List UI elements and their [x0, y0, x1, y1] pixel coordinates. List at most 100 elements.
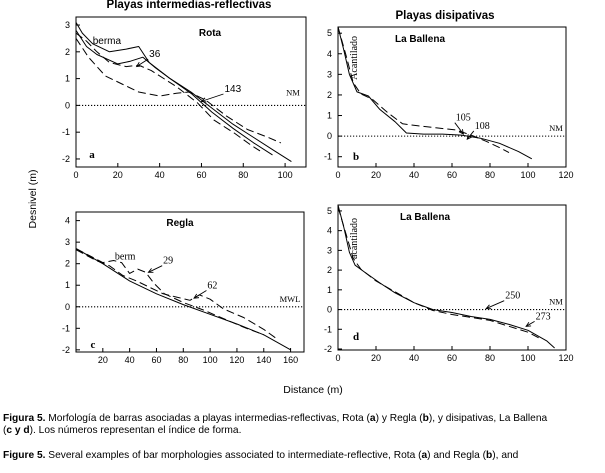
- water-level-label: MWL: [280, 294, 301, 304]
- series-line-profile-1: [337, 26, 533, 160]
- y-axis-label: Desnivel (m): [27, 170, 39, 229]
- x-tick-label: 40: [155, 170, 165, 180]
- annotation-arrowhead: [485, 304, 492, 310]
- y-tick-label: 1: [327, 111, 332, 121]
- chart-panel-a: 0 20 40 60 80 100 -2 -1 0 1 2 3 NM berma 36 143 Rota a: [62, 16, 307, 180]
- figure: Playas intermedias-reflectivas Playas di…: [27, 0, 574, 396]
- annotation-label: berm: [115, 251, 136, 262]
- y-tick-label: 3: [65, 20, 70, 30]
- x-tick-label: 100: [520, 353, 535, 363]
- series-line-profile-2: [337, 206, 540, 339]
- annotation-label: 108: [475, 121, 490, 132]
- y-tick-label: 3: [327, 69, 332, 79]
- caption-en-ref-a: a: [421, 450, 428, 461]
- x-axis-label: Distance (m): [283, 384, 343, 396]
- y-tick-label: -1: [62, 127, 70, 137]
- series-line-profile-1: [75, 248, 291, 351]
- annotation-label: 62: [207, 280, 217, 291]
- y-tick-label: -2: [62, 154, 70, 164]
- caption-es-ref-b: b: [422, 413, 429, 424]
- annotation-arrow: [148, 265, 163, 273]
- y-tick-label: 4: [65, 216, 70, 226]
- annotation-label: Acantilado: [349, 36, 360, 80]
- caption-es-text-2: ) y Regla (: [375, 413, 423, 424]
- chart-panel-c: 20 40 60 80 100 120 140 160 -2 -1 0 1 2 3 4 MWL berm 29 62…: [62, 211, 305, 365]
- annotation-arrow: [201, 93, 224, 102]
- y-tick-label: 1: [65, 280, 70, 290]
- annotation-arrowhead: [525, 321, 532, 327]
- caption-en-text-3: ), and: [492, 450, 519, 461]
- panel-title: La Ballena: [395, 34, 445, 45]
- caption-en-label: Figure 5.: [3, 450, 46, 461]
- y-tick-label: 1: [327, 285, 332, 295]
- header-right: Playas disipativas: [395, 10, 494, 22]
- x-tick-label: 0: [335, 170, 340, 180]
- x-tick-label: 120: [558, 353, 573, 363]
- figure-caption-es: Figura 5. Morfología de barras asociadas…: [3, 413, 603, 437]
- annotation-arrowhead: [193, 293, 200, 299]
- annotation-label: 273: [536, 311, 551, 322]
- x-tick-label: 160: [283, 355, 298, 365]
- y-tick-label: 0: [327, 131, 332, 141]
- y-tick-label: 2: [327, 90, 332, 100]
- x-tick-label: 40: [409, 170, 419, 180]
- y-tick-label: 0: [327, 305, 332, 315]
- x-tick-label: 140: [256, 355, 271, 365]
- caption-es-ref-cd: c y d: [6, 425, 30, 436]
- caption-en-text-1: Several examples of bar morphologies ass…: [45, 450, 422, 461]
- caption-es-text-4: (: [3, 425, 7, 436]
- caption-en-ref-b: b: [486, 450, 493, 461]
- x-tick-label: 60: [447, 353, 457, 363]
- y-tick-label: 4: [327, 226, 332, 236]
- x-tick-label: 100: [203, 355, 218, 365]
- series-line-profile-2: [75, 249, 278, 340]
- panel-letter: c: [91, 339, 96, 351]
- caption-en-text-2: ) and Regla (: [427, 450, 487, 461]
- annotation-arrowhead: [135, 62, 142, 68]
- annotation-label: 143: [224, 84, 241, 95]
- y-tick-label: 3: [65, 237, 70, 247]
- chart-panel-b: 0 20 40 60 80 100 120-1012345NMAcantilado10510…: [324, 26, 574, 180]
- y-tick-label: 5: [327, 206, 332, 216]
- water-level-label: NM: [286, 87, 300, 97]
- series-line-profile-3: [75, 38, 282, 144]
- caption-es-ref-a: a: [369, 413, 376, 424]
- x-tick-label: 120: [558, 170, 573, 180]
- panel-letter: a: [89, 149, 95, 161]
- annotation-arrowhead: [147, 268, 154, 273]
- x-tick-label: 40: [125, 355, 135, 365]
- panel-letter: b: [353, 151, 359, 163]
- x-tick-label: 80: [178, 355, 188, 365]
- panel-letter: d: [353, 331, 359, 343]
- y-tick-label: -1: [324, 152, 332, 162]
- plot-frame: [337, 26, 567, 168]
- caption-es-text-5: ). Los números representan el índice de …: [29, 425, 242, 436]
- annotation-label: berma: [93, 36, 122, 47]
- y-tick-label: -2: [62, 345, 70, 355]
- y-tick-label: -2: [324, 344, 332, 354]
- x-tick-label: 80: [485, 353, 495, 363]
- y-tick-label: 1: [65, 74, 70, 84]
- annotation-arrow: [193, 290, 207, 299]
- y-tick-label: 4: [327, 49, 332, 59]
- annotation-arrow: [454, 122, 464, 135]
- y-tick-label: 2: [327, 265, 332, 275]
- series-line-profile-3: [75, 248, 264, 336]
- series-line-profile-4: [75, 32, 261, 152]
- x-tick-label: 100: [278, 170, 293, 180]
- water-level-label: NM: [549, 123, 563, 133]
- annotation-arrow: [136, 58, 149, 67]
- panel-title: Rota: [199, 28, 222, 39]
- annotation-arrowhead: [200, 97, 207, 103]
- x-tick-label: 20: [371, 353, 381, 363]
- y-tick-label: 3: [327, 245, 332, 255]
- x-tick-label: 0: [335, 353, 340, 363]
- annotation-label: 105: [456, 113, 471, 124]
- annotation-arrowhead: [458, 129, 465, 135]
- figure-caption-en: Figure 5. Several examples of bar morpho…: [3, 450, 603, 462]
- annotation-arrow: [525, 321, 535, 327]
- series-line-profile-2: [337, 26, 510, 154]
- x-tick-label: 60: [196, 170, 206, 180]
- plot-frame: [75, 211, 305, 353]
- y-tick-label: 2: [65, 47, 70, 57]
